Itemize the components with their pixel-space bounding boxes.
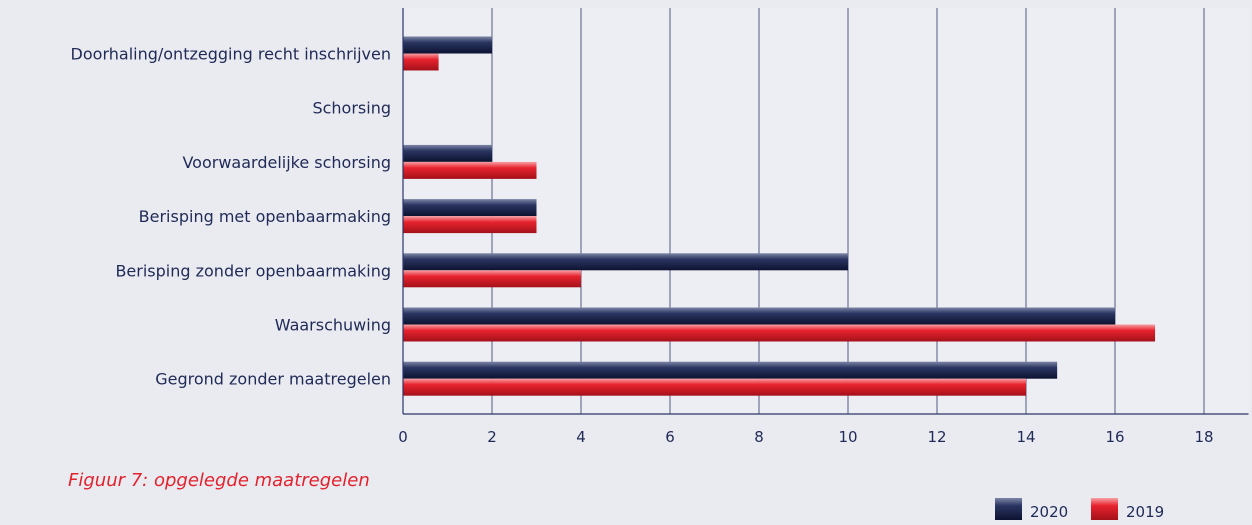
x-tick-label: 10: [838, 428, 857, 446]
bar-2020-6: [403, 361, 1058, 379]
x-tick-label: 16: [1105, 428, 1124, 446]
bar-2019-3: [403, 216, 537, 234]
x-tick-label: 6: [665, 428, 675, 446]
category-label: Berisping zonder openbaarmaking: [115, 261, 391, 280]
bar-2019-2: [403, 161, 537, 179]
category-label: Doorhaling/ontzegging recht inschrijven: [71, 45, 391, 64]
x-tick-label: 2: [487, 428, 497, 446]
plot-area: [403, 8, 1249, 414]
figure-caption: Figuur 7: opgelegde maatregelen: [68, 470, 370, 491]
bar-2019-5: [403, 324, 1156, 342]
x-tick-label: 8: [754, 428, 764, 446]
x-tick-label: 4: [576, 428, 586, 446]
bar-2020-5: [403, 307, 1115, 325]
legend-swatch-2019: [1091, 498, 1118, 520]
x-tick-label: 12: [927, 428, 946, 446]
x-tick-label: 14: [1016, 428, 1035, 446]
category-label: Waarschuwing: [275, 316, 391, 335]
legend-swatch-2020: [995, 498, 1022, 520]
bar-2020-2: [403, 144, 492, 162]
bar-2019-4: [403, 270, 581, 288]
bar-2020-0: [403, 36, 492, 54]
category-label: Voorwaardelijke schorsing: [182, 153, 391, 172]
bar-2019-0: [403, 53, 439, 71]
category-label: Schorsing: [312, 99, 391, 118]
bar-2020-3: [403, 199, 537, 217]
category-label: Berisping met openbaarmaking: [139, 207, 391, 226]
x-tick-label: 0: [398, 428, 408, 446]
legend-label-2019: 2019: [1126, 503, 1164, 521]
legend-label-2020: 2020: [1030, 503, 1068, 521]
bar-2019-6: [403, 378, 1026, 396]
category-label: Gegrond zonder maatregelen: [155, 370, 391, 389]
x-tick-label: 18: [1194, 428, 1213, 446]
bar-2020-4: [403, 253, 848, 271]
